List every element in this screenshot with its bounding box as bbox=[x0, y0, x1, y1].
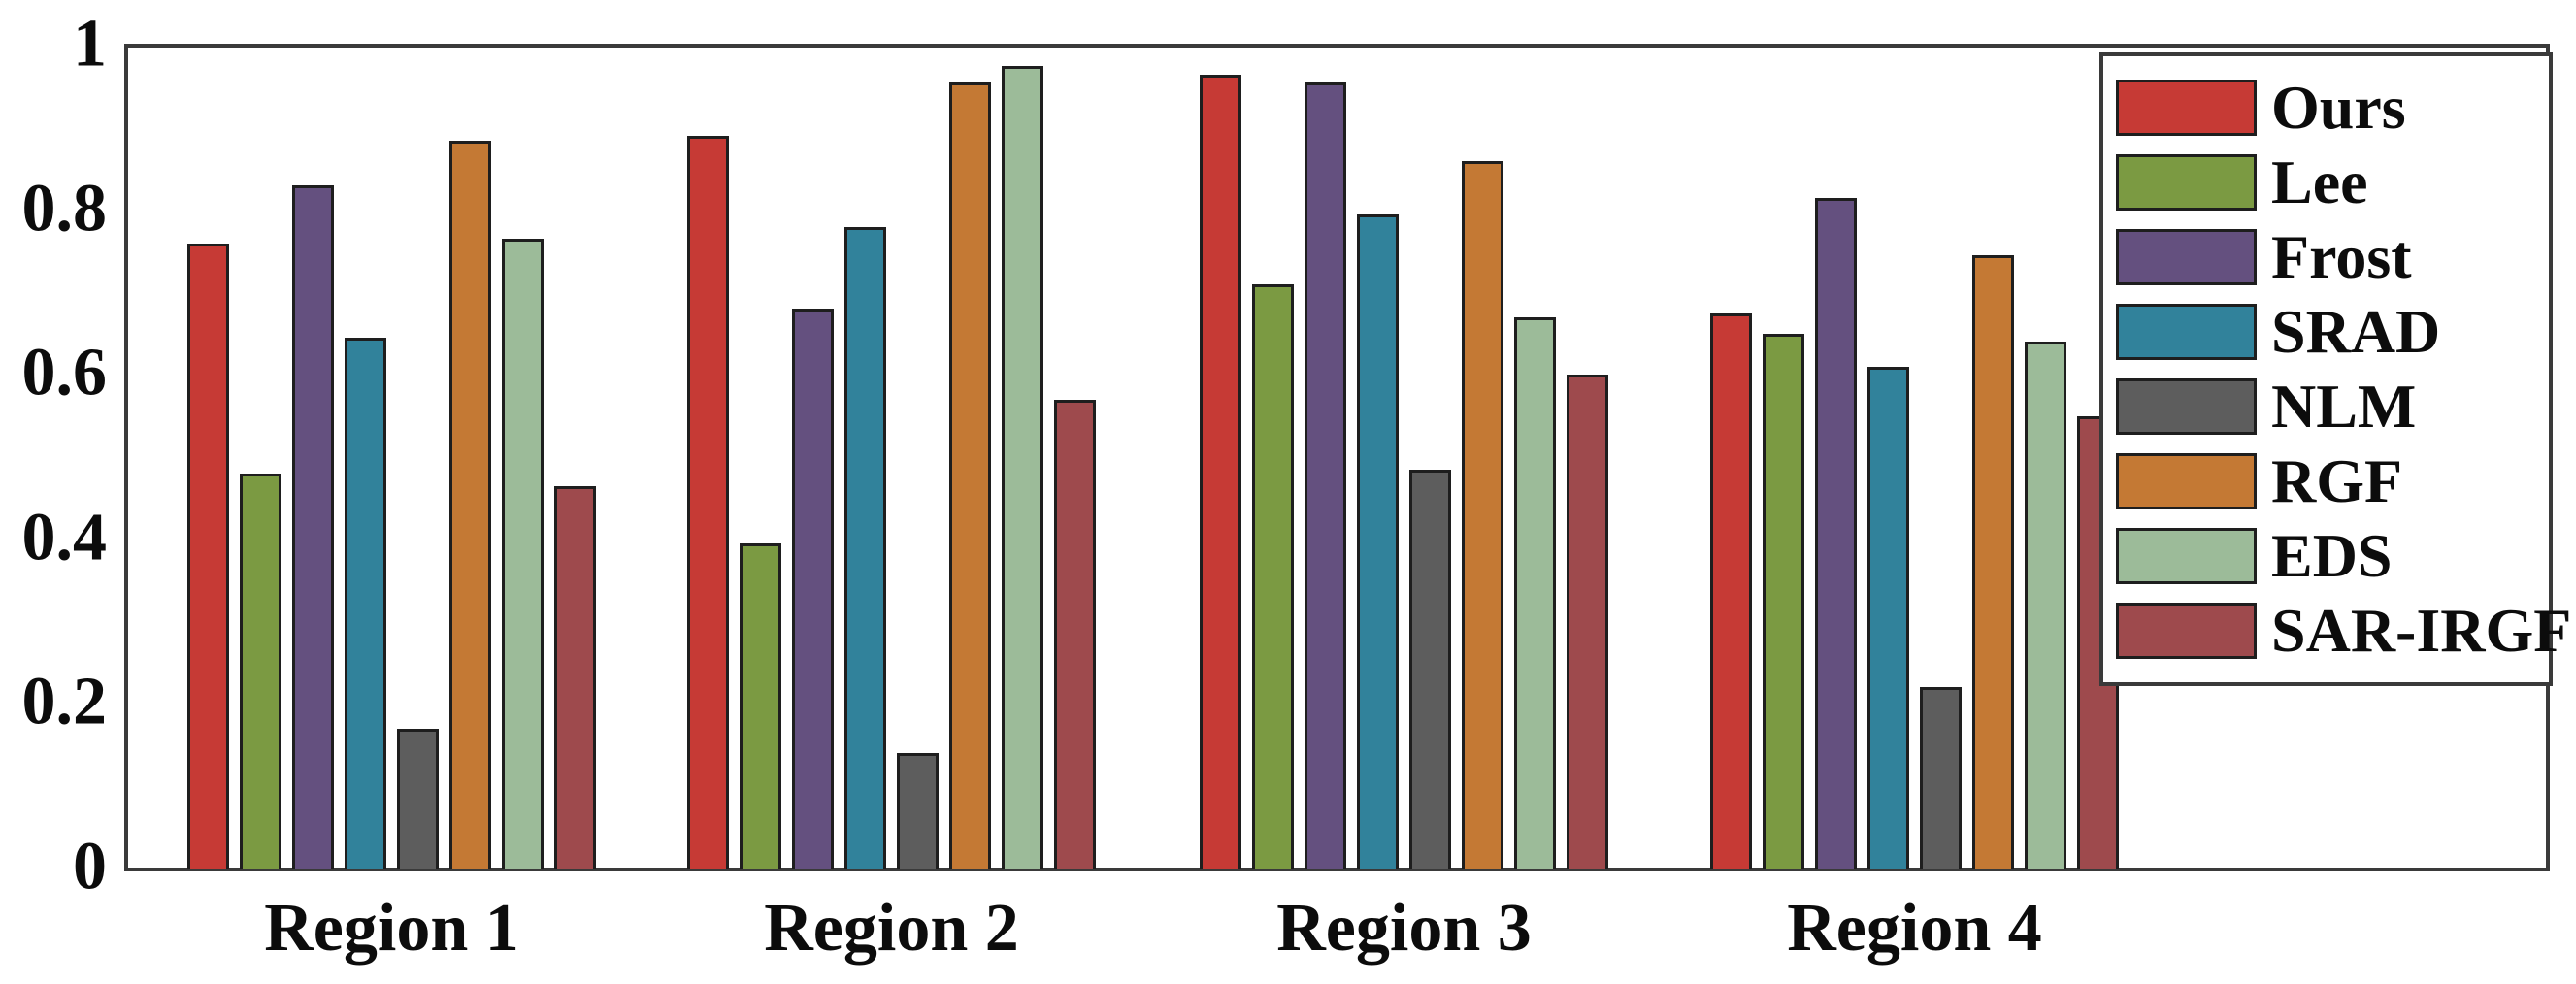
bar-group-region-4 bbox=[1709, 46, 2119, 869]
y-tick-label-0-2: 0.2 bbox=[21, 664, 108, 739]
legend-row-sar-irgf: SAR-IRGF bbox=[2116, 600, 2571, 662]
legend-label-nlm: NLM bbox=[2271, 372, 2417, 441]
bar-sar-irgf-region-1 bbox=[553, 485, 596, 869]
bar-srad-region-1 bbox=[344, 338, 386, 869]
legend-label-srad: SRAD bbox=[2271, 297, 2441, 366]
bar-lee-region-4 bbox=[1762, 333, 1804, 869]
bar-rgf-region-3 bbox=[1461, 160, 1503, 869]
y-tick-label-1: 1 bbox=[73, 6, 107, 82]
legend-swatch-ours bbox=[2116, 80, 2257, 136]
legend-label-sar-irgf: SAR-IRGF bbox=[2271, 596, 2572, 665]
bar-ours-region-4 bbox=[1709, 312, 1752, 869]
bar-sar-irgf-region-3 bbox=[1566, 375, 1608, 869]
legend-swatch-lee bbox=[2116, 154, 2257, 211]
legend-row-eds: EDS bbox=[2116, 525, 2543, 587]
bar-group-region-1 bbox=[186, 46, 596, 869]
bar-nlm-region-1 bbox=[396, 728, 439, 869]
bar-sar-irgf-region-2 bbox=[1053, 399, 1096, 869]
bar-srad-region-4 bbox=[1866, 366, 1909, 869]
legend-label-rgf: RGF bbox=[2271, 446, 2403, 515]
y-tick-label-0-4: 0.4 bbox=[21, 500, 108, 575]
bar-nlm-region-3 bbox=[1408, 469, 1451, 869]
bar-frost-region-4 bbox=[1814, 197, 1857, 869]
legend-label-lee: Lee bbox=[2271, 148, 2368, 216]
y-tick-label-0-6: 0.6 bbox=[21, 335, 108, 410]
bar-ours-region-3 bbox=[1199, 74, 1241, 869]
legend-row-ours: Ours bbox=[2116, 77, 2543, 139]
x-label-region-4: Region 4 bbox=[1787, 891, 2042, 966]
bar-lee-region-2 bbox=[739, 543, 781, 869]
legend-row-srad: SRAD bbox=[2116, 301, 2543, 363]
legend-row-lee: Lee bbox=[2116, 151, 2543, 213]
legend-row-frost: Frost bbox=[2116, 226, 2543, 288]
legend-label-eds: EDS bbox=[2271, 521, 2393, 590]
bar-lee-region-3 bbox=[1251, 283, 1294, 869]
legend-label-frost: Frost bbox=[2271, 222, 2412, 291]
bar-eds-region-2 bbox=[1001, 66, 1043, 869]
bar-group-region-2 bbox=[686, 46, 1096, 869]
bar-eds-region-3 bbox=[1513, 316, 1556, 869]
bar-srad-region-3 bbox=[1356, 213, 1399, 869]
bar-ours-region-1 bbox=[186, 243, 229, 869]
x-label-region-2: Region 2 bbox=[764, 891, 1019, 966]
y-tick-label-0: 0 bbox=[73, 829, 107, 904]
bar-nlm-region-2 bbox=[896, 753, 939, 869]
legend-swatch-sar-irgf bbox=[2116, 603, 2257, 659]
bar-frost-region-2 bbox=[791, 309, 834, 869]
x-label-region-1: Region 1 bbox=[264, 891, 519, 966]
legend-swatch-nlm bbox=[2116, 378, 2257, 435]
bar-rgf-region-2 bbox=[948, 82, 991, 869]
bar-ours-region-2 bbox=[686, 136, 729, 869]
legend: Ours Lee Frost SRAD NLM RGF EDS SAR-IRGF bbox=[2099, 52, 2571, 686]
legend-label-ours: Ours bbox=[2271, 73, 2406, 142]
x-label-region-3: Region 3 bbox=[1276, 891, 1532, 966]
bar-rgf-region-1 bbox=[448, 140, 491, 869]
legend-row-nlm: NLM bbox=[2116, 376, 2543, 438]
bar-eds-region-4 bbox=[2024, 342, 2066, 869]
bar-eds-region-1 bbox=[501, 239, 544, 869]
bar-group-region-3 bbox=[1199, 46, 1608, 869]
legend-row-rgf: RGF bbox=[2116, 450, 2543, 512]
legend-swatch-eds bbox=[2116, 528, 2257, 584]
bar-rgf-region-4 bbox=[1971, 255, 2014, 869]
bar-frost-region-1 bbox=[291, 185, 334, 869]
y-tick-label-0-8: 0.8 bbox=[21, 171, 108, 246]
legend-swatch-frost bbox=[2116, 229, 2257, 285]
bar-srad-region-2 bbox=[843, 226, 886, 869]
bar-nlm-region-4 bbox=[1919, 687, 1962, 869]
bar-frost-region-3 bbox=[1304, 82, 1346, 869]
legend-swatch-srad bbox=[2116, 304, 2257, 360]
bar-lee-region-1 bbox=[239, 473, 281, 869]
legend-swatch-rgf bbox=[2116, 453, 2257, 509]
